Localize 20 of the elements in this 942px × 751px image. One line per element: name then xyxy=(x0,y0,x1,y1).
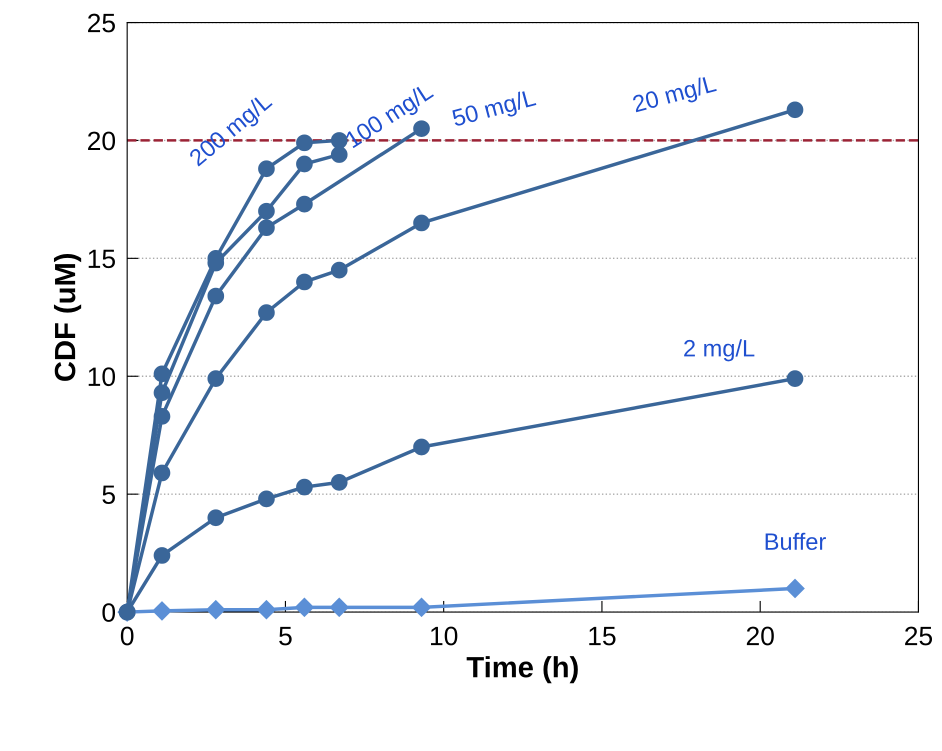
y-tick-label: 20 xyxy=(88,132,116,150)
series-label: 2 mg/L xyxy=(684,339,754,362)
text: 20 mg/L xyxy=(632,74,718,117)
x-tick-label: 10 xyxy=(431,626,458,646)
x-tick-label: 5 xyxy=(279,626,292,646)
y-tick-label: 5 xyxy=(102,486,115,504)
y-axis-title: CDF (uM) xyxy=(54,254,82,381)
x-tick-label: 25 xyxy=(905,626,932,646)
text: 100 mg/L xyxy=(344,82,437,152)
x-tick-label: 15 xyxy=(589,626,616,646)
y-tick-label: 0 xyxy=(102,603,116,622)
series-label: Buffer xyxy=(766,532,826,550)
y-tick-label: 10 xyxy=(88,367,116,386)
text: 200 mg/L xyxy=(188,91,276,170)
x-tick-label: 0 xyxy=(120,626,134,646)
y-tick-label: 15 xyxy=(88,250,115,268)
y-tick-label: 25 xyxy=(88,14,115,32)
x-tick-label: 20 xyxy=(746,626,774,646)
text: 50 mg/L xyxy=(451,88,538,132)
x-axis-title: Time (h) xyxy=(466,656,578,684)
